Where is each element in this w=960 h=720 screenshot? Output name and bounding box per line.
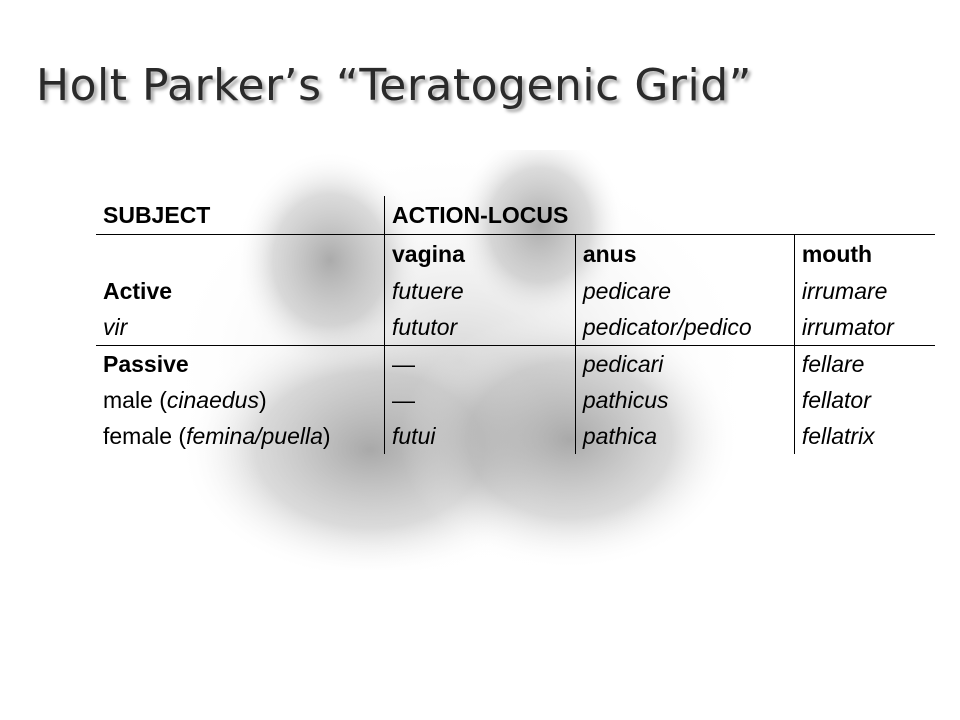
grid-header-row: SUBJECT ACTION-LOCUS — [96, 196, 935, 235]
empty-header-cell — [794, 196, 935, 235]
passive-row: Passive — pedicari fellare — [96, 345, 935, 382]
male-label-text: male ( — [103, 386, 167, 413]
slide-title: Holt Parker’s “Teratogenic Grid” — [36, 60, 752, 111]
locus-row: vagina anus mouth — [96, 234, 935, 274]
female-label: female (femina/puella) — [96, 418, 385, 454]
male-label-close: ) — [258, 386, 267, 413]
female-label-italic: femina/puella — [186, 422, 323, 449]
female-label-text: female ( — [103, 422, 187, 449]
male-row: male (cinaedus) — pathicus fellator — [96, 382, 935, 418]
male-label-italic: cinaedus — [166, 386, 259, 413]
passive-anus-cell: pedicari — [574, 345, 795, 382]
active-anus-cell: pedicare — [574, 273, 795, 309]
active-vagina-cell: futuere — [384, 273, 576, 309]
active-row: Active futuere pedicare irrumare — [96, 273, 935, 309]
vir-mouth-cell: irrumator — [793, 309, 935, 346]
male-label: male (cinaedus) — [96, 382, 385, 418]
female-anus-cell: pathica — [574, 418, 795, 454]
passive-mouth-cell: fellare — [793, 345, 935, 382]
locus-mouth: mouth — [793, 234, 935, 273]
female-row: female (femina/puella) futui pathica fel… — [96, 418, 935, 454]
passive-vagina-cell: — — [384, 345, 576, 382]
male-mouth-cell: fellator — [793, 382, 935, 418]
female-label-close: ) — [322, 422, 331, 449]
locus-anus: anus — [574, 234, 795, 273]
subject-header: SUBJECT — [96, 196, 385, 235]
male-vagina-cell: — — [384, 382, 576, 418]
active-mouth-cell: irrumare — [793, 273, 935, 309]
teratogenic-grid-table: SUBJECT ACTION-LOCUS vagina anus mouth A… — [96, 196, 935, 454]
active-label: Active — [103, 277, 173, 304]
empty-label-cell — [96, 235, 385, 274]
male-anus-cell: pathicus — [574, 382, 795, 418]
female-vagina-cell: futui — [384, 418, 576, 454]
action-locus-header: ACTION-LOCUS — [384, 196, 576, 235]
vir-anus-cell: pedicator/pedico — [574, 309, 795, 346]
vir-row: vir fututor pedicator/pedico irrumator — [96, 309, 935, 346]
vir-vagina-cell: fututor — [384, 309, 576, 346]
female-mouth-cell: fellatrix — [793, 418, 935, 454]
empty-header-cell — [575, 196, 795, 235]
passive-label: Passive — [103, 350, 189, 377]
locus-vagina: vagina — [384, 234, 576, 273]
vir-label: vir — [96, 309, 385, 346]
